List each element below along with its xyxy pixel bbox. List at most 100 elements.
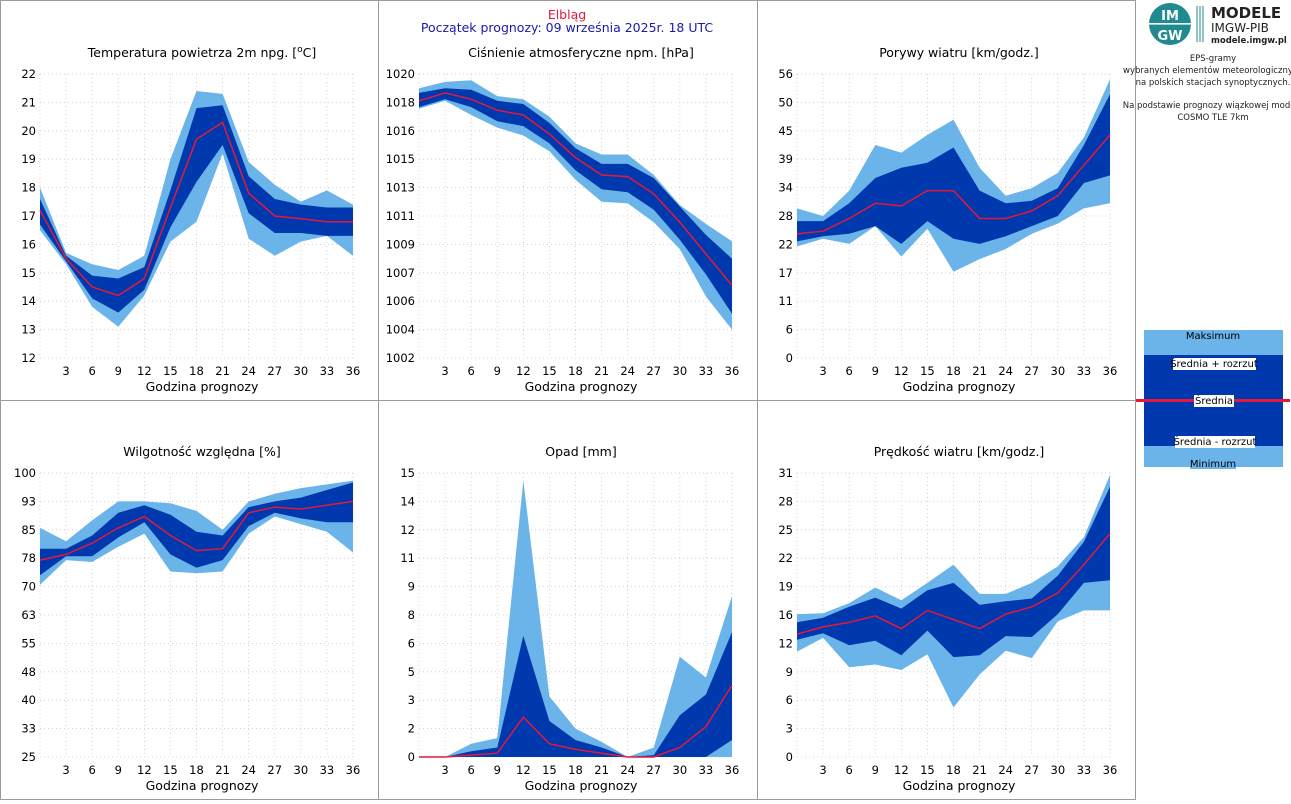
x-tick-label: 3: [441, 364, 448, 378]
x-tick-label: 36: [1103, 763, 1118, 777]
x-tick-label: 18: [568, 364, 583, 378]
x-tick-label: 36: [1103, 364, 1118, 378]
x-tick-label: 30: [294, 364, 309, 378]
x-tick-label: 24: [620, 763, 635, 777]
y-tick-label: 25: [778, 523, 793, 537]
y-tick-label: 31: [778, 466, 793, 480]
y-tick-label: 100: [14, 466, 36, 480]
y-tick-label: 1002: [386, 351, 415, 365]
x-tick-label: 33: [1077, 364, 1092, 378]
x-tick-label: 27: [267, 364, 282, 378]
y-tick-label: 39: [778, 152, 793, 166]
y-tick-label: 63: [21, 608, 36, 622]
y-tick-label: 1016: [386, 124, 415, 138]
x-tick-label: 18: [189, 763, 204, 777]
x-tick-label: 12: [137, 763, 152, 777]
legend-min: Minimum: [1190, 459, 1236, 470]
x-tick-label: 30: [294, 763, 309, 777]
y-tick-label: 56: [778, 67, 793, 81]
y-tick-label: 20: [21, 124, 36, 138]
x-tick-label: 6: [846, 763, 853, 777]
imgw-logo: IM GW MODELE IMGW-PIB modele.imgw.pl: [1149, 3, 1287, 46]
x-tick-label: 24: [241, 763, 256, 777]
x-tick-label: 12: [516, 364, 531, 378]
y-tick-label: 17: [21, 209, 36, 223]
y-tick-label: 28: [778, 209, 793, 223]
chart-title: Opad [mm]: [545, 444, 616, 459]
y-tick-label: 1013: [386, 181, 415, 195]
y-tick-label: 11: [778, 294, 793, 308]
legend-label-bg: [1188, 330, 1240, 342]
x-tick-label: 3: [441, 763, 448, 777]
legend-label-bg: [1190, 458, 1236, 469]
x-tick-label: 21: [215, 763, 230, 777]
chart-pressure: Ciśnienie atmosferyczne npm. [hPa] Godzi…: [386, 45, 740, 394]
x-axis-label: Godzina prognozy: [525, 379, 638, 394]
logo-mark-bottom: GW: [1157, 29, 1182, 44]
x-tick-label: 15: [163, 763, 178, 777]
x-tick-label: 9: [872, 763, 879, 777]
mean-line: [796, 533, 1111, 635]
y-tick-label: 40: [21, 693, 36, 707]
x-tick-label: 33: [699, 364, 714, 378]
y-tick-label: 1004: [386, 323, 415, 337]
y-tick-label: 55: [21, 636, 36, 650]
chart-humidity: Wilgotność względna [%] Godzina prognozy…: [14, 444, 360, 793]
legend-mean: Średnia: [1195, 394, 1233, 407]
x-tick-label: 9: [494, 364, 501, 378]
y-tick-label: 12: [778, 636, 793, 650]
x-tick-label: 18: [946, 364, 961, 378]
x-tick-label: 18: [568, 763, 583, 777]
y-tick-label: 1011: [386, 209, 415, 223]
x-tick-label: 15: [920, 364, 935, 378]
y-tick-label: 50: [778, 95, 793, 109]
station-name: Elbląg: [548, 7, 586, 22]
x-axis-label: Godzina prognozy: [525, 778, 638, 793]
spread-band: [797, 94, 1110, 244]
logo-stripes: [1196, 6, 1204, 42]
y-tick-label: 1015: [386, 152, 415, 166]
spread-band: [40, 105, 353, 313]
y-tick-label: 9: [408, 580, 415, 594]
y-tick-label: 28: [778, 494, 793, 508]
y-tick-label: 17: [778, 266, 793, 280]
x-tick-label: 18: [189, 364, 204, 378]
x-tick-label: 21: [215, 364, 230, 378]
y-tick-label: 8: [408, 608, 415, 622]
x-tick-label: 33: [320, 763, 335, 777]
x-tick-label: 27: [646, 763, 661, 777]
y-tick-label: 19: [21, 152, 36, 166]
y-tick-label: 16: [778, 608, 793, 622]
y-tick-label: 11: [400, 551, 415, 565]
legend-max: Maksimum: [1186, 331, 1240, 342]
mean-line: [39, 500, 354, 561]
chart-title: Ciśnienie atmosferyczne npm. [hPa]: [468, 45, 694, 60]
spread-band: [40, 482, 353, 576]
y-tick-label: 0: [786, 351, 793, 365]
legend: Maksimum Średnia + rozrzut Średnia Średn…: [1136, 330, 1290, 470]
x-tick-label: 27: [646, 364, 661, 378]
logo-line3: modele.imgw.pl: [1211, 36, 1287, 46]
y-tick-label: 48: [21, 665, 36, 679]
logo-line1: MODELE: [1211, 4, 1281, 22]
x-tick-label: 9: [115, 364, 122, 378]
spread-band: [419, 632, 732, 757]
x-tick-label: 36: [346, 763, 361, 777]
logo-line2: IMGW-PIB: [1211, 21, 1269, 35]
chart-wind-speed: Prędkość wiatru [km/godz.] Godzina progn…: [778, 444, 1117, 793]
chart-precipitation: Opad [mm] Godzina prognozy 0 2 3 5 6 8 9 11 12 14…: [400, 444, 739, 793]
x-tick-label: 3: [62, 364, 69, 378]
x-tick-label: 15: [542, 364, 557, 378]
y-tick-label: 15: [21, 266, 36, 280]
y-tick-label: 14: [400, 494, 415, 508]
x-axis-label: Godzina prognozy: [903, 778, 1016, 793]
x-tick-label: 12: [137, 364, 152, 378]
chart-title: Porywy wiatru [km/godz.]: [879, 45, 1039, 60]
x-tick-label: 12: [894, 763, 909, 777]
mean-line: [39, 121, 353, 297]
side-text-line: wybranych elementów meteorologicznych: [1123, 65, 1291, 76]
x-tick-label: 21: [972, 763, 987, 777]
x-tick-label: 15: [163, 364, 178, 378]
legend-label-bg: [1173, 358, 1256, 370]
y-tick-label: 16: [21, 237, 36, 251]
